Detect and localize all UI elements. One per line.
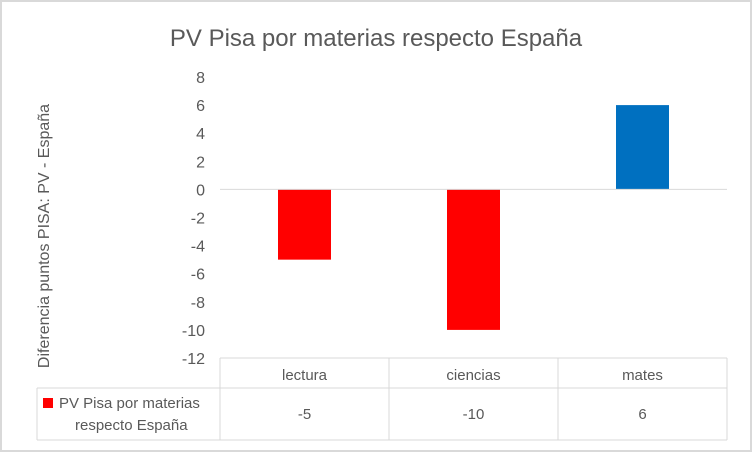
legend-label-line1: PV Pisa por materias xyxy=(59,395,200,412)
category-label: mates xyxy=(622,367,663,384)
y-tick-label: 8 xyxy=(196,70,205,87)
data-table: PV Pisa por materias respecto España lec… xyxy=(36,357,728,441)
table-value: -5 xyxy=(298,406,311,423)
table-value: 6 xyxy=(638,406,646,423)
y-tick-label: -4 xyxy=(191,239,205,256)
category-label: ciencias xyxy=(446,367,500,384)
y-axis-label: Diferencia puntos PISA: PV - España xyxy=(36,104,53,368)
legend-key xyxy=(43,398,53,408)
y-tick-label: 2 xyxy=(196,154,205,171)
category-label: lectura xyxy=(282,367,328,384)
bar-mates xyxy=(616,105,669,190)
bar-lectura xyxy=(278,189,331,260)
y-tick-label: 4 xyxy=(196,126,205,143)
y-tick-label: -2 xyxy=(191,211,205,228)
legend-label-line2: respecto España xyxy=(75,417,188,434)
table-value: -10 xyxy=(463,406,485,423)
y-tick-label: 6 xyxy=(196,98,205,115)
bar-ciencias xyxy=(447,189,500,330)
y-tick-label: -12 xyxy=(182,351,205,368)
chart-title: PV Pisa por materias respecto España xyxy=(170,25,583,52)
y-tick-label: 0 xyxy=(196,182,205,199)
y-tick-label: -10 xyxy=(182,323,205,340)
y-tick-label: -6 xyxy=(191,267,205,284)
y-tick-label: -8 xyxy=(191,295,205,312)
